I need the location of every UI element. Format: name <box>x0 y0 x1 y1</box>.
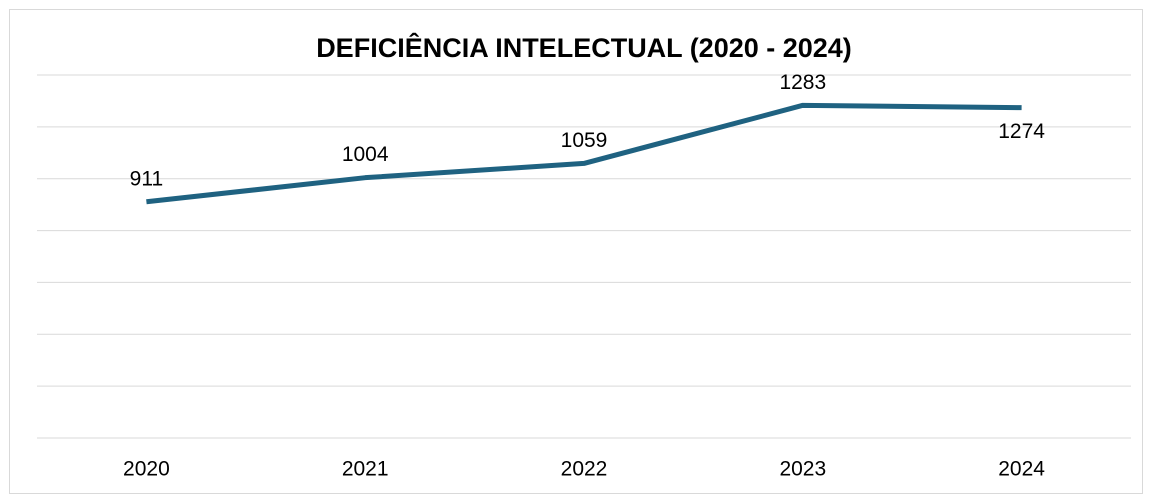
x-tick-label: 2023 <box>779 458 826 481</box>
chart-frame <box>9 9 1143 494</box>
data-label: 1283 <box>779 71 826 94</box>
data-label: 1004 <box>342 143 389 166</box>
x-tick-label: 2021 <box>342 458 389 481</box>
x-tick-label: 2024 <box>998 458 1045 481</box>
x-tick-label: 2020 <box>123 458 170 481</box>
x-tick-label: 2022 <box>561 458 608 481</box>
data-label: 911 <box>130 167 163 190</box>
data-label: 1059 <box>561 129 608 152</box>
line <box>146 102 1022 205</box>
chart-title: DEFICIÊNCIA INTELECTUAL (2020 - 2024) <box>316 32 852 63</box>
data-label: 1274 <box>998 120 1045 143</box>
